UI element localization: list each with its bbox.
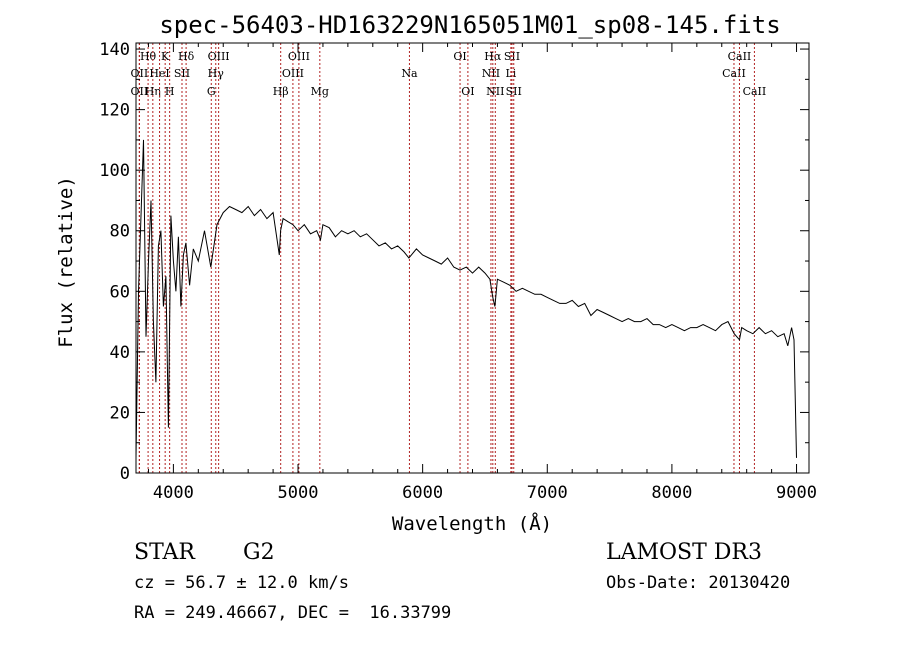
line-label: OII <box>131 85 149 98</box>
line-label: Na <box>401 67 418 80</box>
line-label: Hα <box>484 50 502 63</box>
line-label: H <box>165 85 175 98</box>
object-subclass: G2 <box>243 540 275 565</box>
y-tick-label: 120 <box>99 101 130 121</box>
x-tick-label: 6000 <box>402 483 443 503</box>
plot-frame <box>135 42 810 474</box>
line-label: Mg <box>311 85 329 98</box>
y-axis-label: Flux (relative) <box>55 176 77 348</box>
line-label: Hη <box>145 85 161 98</box>
y-tick-label: 0 <box>120 464 130 484</box>
obs-date: Obs-Date: 20130420 <box>606 573 791 593</box>
line-label: SII <box>174 67 190 80</box>
line-label: OI <box>453 50 466 63</box>
y-tick-label: 40 <box>110 343 130 363</box>
y-tick-label: 60 <box>110 282 130 302</box>
redshift-text: cz = 56.7 ± 12.0 km/s <box>134 573 349 593</box>
x-tick-label: 8000 <box>651 483 692 503</box>
line-label: NII <box>482 67 500 80</box>
line-label: OI <box>461 85 474 98</box>
line-label: OII <box>131 67 149 80</box>
line-label: G <box>207 85 216 98</box>
line-label: CaII <box>722 67 746 80</box>
line-label: SII <box>504 50 520 63</box>
line-label: NII <box>486 85 504 98</box>
y-tick-label: 20 <box>110 403 130 423</box>
line-label: HeI <box>149 67 169 80</box>
line-label: Hγ <box>208 67 225 80</box>
x-tick-label: 9000 <box>776 483 817 503</box>
x-tick-label: 5000 <box>278 483 319 503</box>
x-tick-label: 7000 <box>527 483 568 503</box>
line-label: Hβ <box>273 85 289 98</box>
axis-ticks: 4000 5000 6000 7000 8000 9000 0 20 40 60 80 100 120 1… <box>99 40 817 503</box>
line-label: Hδ <box>178 50 195 63</box>
line-label: Hθ <box>140 50 157 63</box>
y-tick-label: 80 <box>110 222 130 242</box>
line-label: OIII <box>282 67 304 80</box>
line-label: CaII <box>728 50 752 63</box>
x-tick-label: 4000 <box>153 483 194 503</box>
chart-title: spec-56403-HD163229N165051M01_sp08-145.f… <box>159 11 780 39</box>
line-label: OIII <box>208 50 230 63</box>
survey-label: LAMOST DR3 <box>606 540 762 565</box>
y-tick-label: 100 <box>99 161 130 181</box>
line-label: K <box>161 50 170 63</box>
line-label: OIII <box>288 50 310 63</box>
emission-lines: HθOIIOIIHηHeIKHSIIHδGHγOIIIHβOIIIOIIIMgN… <box>131 43 767 473</box>
coordinates-text: RA = 249.46667, DEC = 16.33799 <box>134 603 452 623</box>
spectrum-line <box>135 139 797 458</box>
y-tick-label: 140 <box>99 40 130 60</box>
x-axis-label: Wavelength (Å) <box>392 512 552 535</box>
object-class: STAR <box>134 540 195 565</box>
line-label: Li <box>505 67 516 80</box>
line-label: CaII <box>743 85 767 98</box>
line-label: SII <box>506 85 522 98</box>
